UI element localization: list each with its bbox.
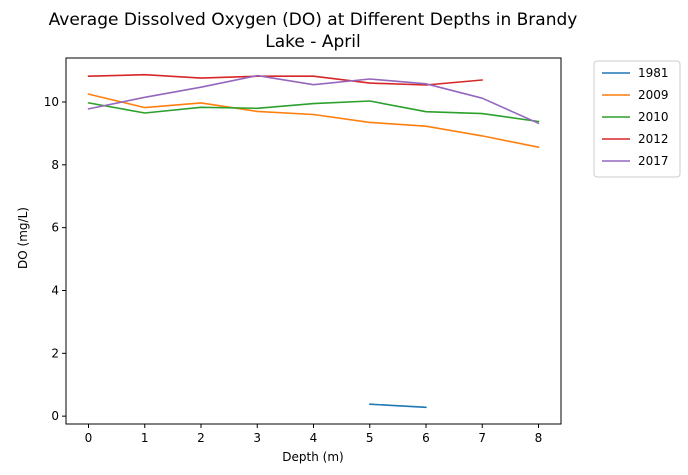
chart-title-line-2: Lake - April (265, 32, 360, 52)
x-tick-label: 7 (478, 431, 486, 445)
series-line-1981 (368, 403, 427, 409)
legend-label-2009: 2009 (638, 88, 669, 102)
series-line-2012 (87, 73, 484, 86)
chart-title-line-1: Average Dissolved Oxygen (DO) at Differe… (49, 10, 578, 30)
x-tick-label: 6 (422, 431, 430, 445)
y-tick-label: 0 (51, 409, 59, 423)
y-tick-label: 6 (51, 221, 59, 235)
x-tick-label: 4 (310, 431, 318, 445)
series-line-2009 (87, 93, 540, 148)
y-axis-label: DO (mg/L) (16, 207, 30, 269)
x-tick-label: 3 (253, 431, 261, 445)
legend-box (593, 60, 681, 178)
x-tick-label: 2 (197, 431, 205, 445)
series-line-2017 (87, 74, 540, 125)
series-line-2010 (87, 100, 540, 123)
legend-label-1981: 1981 (638, 66, 669, 80)
y-tick-label: 8 (51, 158, 59, 172)
legend-label-2012: 2012 (638, 132, 669, 146)
x-tick-label: 1 (141, 431, 149, 445)
y-tick-label: 10 (44, 95, 59, 109)
legend-label-2010: 2010 (638, 110, 669, 124)
legend-label-2017: 2017 (638, 154, 669, 168)
y-tick-label: 2 (51, 346, 59, 360)
plot-area: 0 1 2 3 4 5 6 7 8 0 2 4 6 8 10 (44, 57, 562, 445)
x-axis-label: Depth (m) (282, 450, 343, 464)
x-tick-label: 8 (535, 431, 543, 445)
x-tick-label: 5 (366, 431, 374, 445)
legend: 1981 2009 2010 2012 2017 (593, 60, 681, 178)
x-tick-label: 0 (85, 431, 93, 445)
y-tick-label: 4 (51, 283, 59, 297)
